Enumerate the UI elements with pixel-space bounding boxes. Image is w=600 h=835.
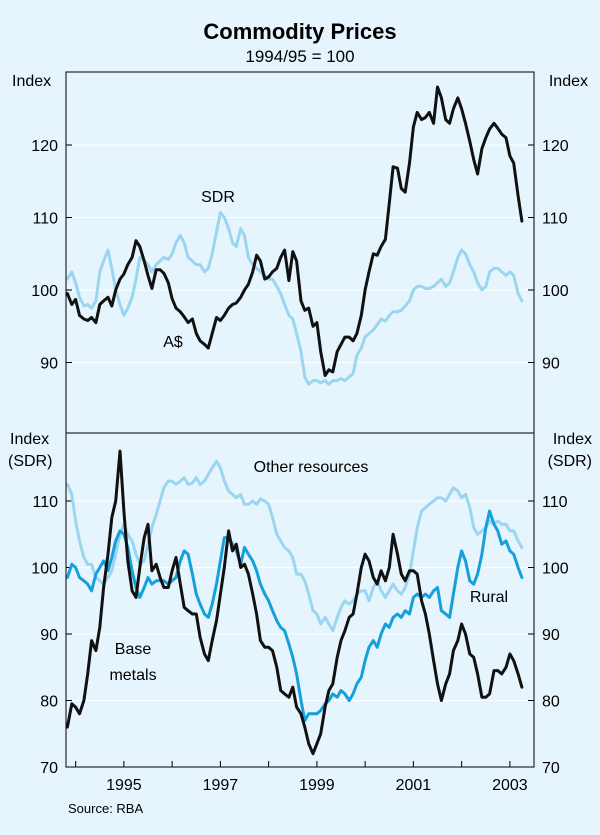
bottom-right-unit-label-line1: Index	[553, 431, 592, 448]
bottom-ytick-label-left: 100	[31, 561, 58, 578]
x-tick-label: 2003	[492, 777, 528, 794]
bottom-ytick-label-right: 100	[542, 561, 569, 578]
bottom-panel-series	[65, 449, 524, 756]
top-left-unit-label: Index	[12, 73, 51, 90]
top-ytick-label-right: 120	[542, 138, 569, 155]
x-tick-label: 1999	[299, 777, 335, 794]
base-metals-series-label-line2: metals	[109, 667, 156, 684]
aud-series-label: A$	[163, 334, 183, 351]
bottom-left-unit-label-line2: (SDR)	[8, 453, 52, 470]
other-resources-series-label: Other resources	[254, 459, 369, 476]
series-line-base-metals	[65, 449, 524, 756]
series-line-rural	[65, 509, 524, 722]
bottom-left-unit-label-line1: Index	[10, 431, 49, 448]
top-ytick-label-left: 100	[31, 283, 58, 300]
bottom-ytick-label-left: 80	[40, 694, 58, 711]
bottom-right-unit-label-line2: (SDR)	[548, 453, 592, 470]
top-right-unit-label: Index	[549, 73, 588, 90]
x-axis: 1995 1997 1999 2001 2003	[75, 761, 528, 794]
chart-subtitle: 1994/95 = 100	[245, 47, 354, 66]
series-line-other-resources	[65, 459, 524, 633]
top-ytick-label-right: 100	[542, 283, 569, 300]
top-ytick-label-left: 120	[31, 138, 58, 155]
top-ytick-label-right: 110	[542, 211, 568, 228]
bottom-ytick-label-right: 110	[542, 494, 568, 511]
x-tick-label: 1995	[106, 777, 142, 794]
bottom-ytick-label-right: 80	[542, 694, 560, 711]
rural-series-label: Rural	[470, 589, 508, 606]
x-tick-label: 1997	[203, 777, 239, 794]
source-note: Source: RBA	[68, 801, 143, 816]
top-ytick-label-left: 90	[40, 356, 58, 373]
base-metals-series-label-line1: Base	[115, 641, 152, 658]
plot-frame	[65, 71, 535, 768]
top-ytick-label-left: 110	[32, 211, 58, 228]
x-tick-label: 2001	[396, 777, 432, 794]
bottom-ytick-label-left: 110	[32, 494, 58, 511]
top-panel-series	[65, 85, 524, 386]
series-line-a-	[65, 85, 524, 377]
top-ytick-label-right: 90	[542, 356, 560, 373]
top-panel-grid: 90 90 100 100 110 110 120 120	[31, 138, 569, 373]
bottom-panel: 70 70 80 80 90 90 100 100 110 110 Index (SDR) Ind…	[8, 431, 592, 777]
bottom-ytick-label-left: 90	[40, 627, 58, 644]
chart-title: Commodity Prices	[203, 19, 396, 44]
bottom-ytick-label-left: 70	[40, 760, 58, 777]
sdr-series-label: SDR	[201, 189, 235, 206]
top-panel: 90 90 100 100 110 110 120 120 Index Index SDR A…	[12, 73, 588, 386]
bottom-ytick-label-right: 70	[542, 760, 560, 777]
bottom-ytick-label-right: 90	[542, 627, 560, 644]
